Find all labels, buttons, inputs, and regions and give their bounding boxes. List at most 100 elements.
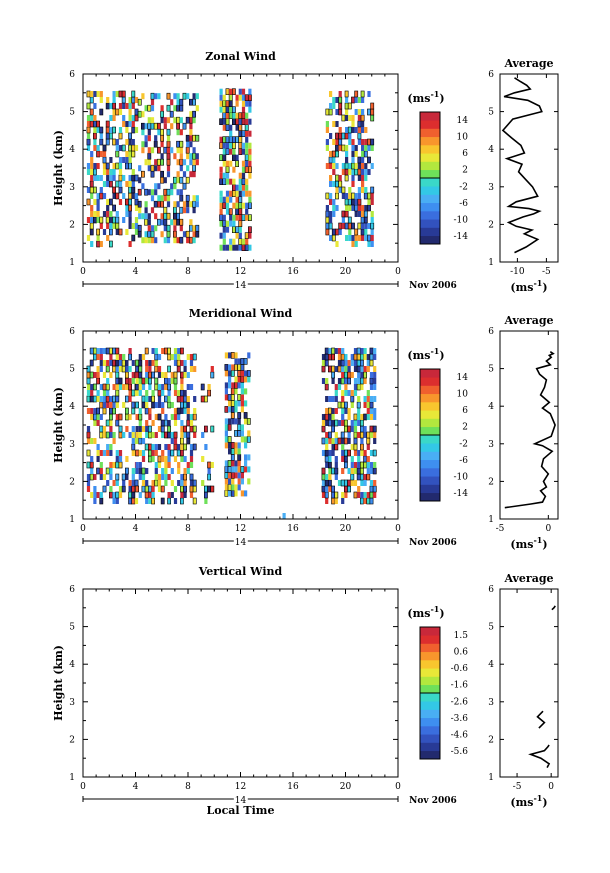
data-cell [90,462,94,468]
data-cell [125,205,129,211]
data-cell [238,202,242,209]
data-cell [228,490,232,497]
data-cell [154,378,158,384]
data-cell [192,195,196,202]
data-cell [222,124,226,131]
data-cell [345,211,349,217]
data-cell [99,396,103,402]
data-cell [347,360,351,366]
data-cell [154,93,158,100]
data-cell [363,432,367,438]
x-tick-label: 16 [287,524,299,534]
contour-edge [89,108,94,116]
avg-x-label-sup: -1 [533,793,542,803]
contour-edge [185,176,190,184]
data-cell [353,378,358,384]
data-cell [154,354,158,360]
data-cell [154,189,158,196]
data-cell [186,195,190,202]
data-cell [334,348,338,354]
data-cell [160,129,164,136]
data-cell [229,136,233,143]
data-cell [335,97,339,103]
data-cell [334,468,338,474]
data-cell [235,118,239,125]
data-cell [189,480,194,486]
data-cell [248,106,252,113]
data-cell [109,468,113,474]
data-cell [189,414,194,420]
data-cell [176,129,180,136]
data-cell [240,490,244,497]
data-cell [366,474,370,480]
contour-edge [232,88,236,95]
data-cell [154,432,158,438]
data-cell [347,372,351,378]
data-cell [245,124,249,131]
data-cell [363,498,367,504]
data-cell [106,163,110,169]
data-cell [164,420,168,426]
avg-y-tick-label: 6 [488,70,494,80]
data-cell [122,354,126,360]
data-cell [238,130,242,137]
data-cell [96,241,100,247]
data-cell [232,238,236,245]
data-cell [99,193,103,199]
data-cell [109,181,113,187]
data-cell [177,414,181,420]
avg-x-tick-label: -5 [496,524,505,534]
data-cell [128,390,132,396]
data-cell [173,105,177,112]
data-cell [234,430,238,437]
data-cell [118,426,123,432]
data-cell [237,466,241,473]
data-cell [160,111,164,118]
data-cell [86,169,91,175]
data-cell [160,153,164,160]
data-cell [118,354,123,360]
data-cell [373,372,377,378]
data-cell [138,462,142,468]
data-cell [225,196,230,203]
data-cell [329,193,333,199]
data-cell [237,394,241,401]
colorbar-label: -0.6 [451,664,469,674]
data-cell [328,348,332,354]
data-cell [179,237,183,244]
data-cell [232,220,236,227]
data-cell [154,123,158,130]
data-cell [248,94,252,101]
contour-edge [115,192,120,200]
contour-edge [86,198,91,206]
data-cell [183,366,187,372]
contour-edge [180,347,184,355]
data-cell [157,384,162,390]
data-cell [145,360,149,366]
data-cell [154,237,158,244]
colorbar-swatch [420,717,440,727]
data-cell [235,124,239,131]
data-cell [177,450,181,456]
data-cell [245,190,249,197]
colorbar-swatch [420,385,440,395]
data-cell [332,103,336,109]
colorbar-label: -10 [454,472,469,482]
data-cell [131,468,135,474]
colorbar-swatch [420,750,440,760]
data-cell [128,432,132,438]
data-cell [147,117,151,124]
data-cell [106,348,110,354]
contour-edge [128,132,133,140]
data-cell [96,229,100,235]
data-cell [118,360,123,366]
data-cell [341,348,345,354]
data-cell [134,115,139,121]
data-cell [109,133,113,139]
contour-edge [192,425,197,433]
data-cell [112,462,116,468]
data-cell [350,456,354,462]
data-cell [99,498,103,504]
data-cell [138,201,142,208]
data-cell [357,384,361,390]
